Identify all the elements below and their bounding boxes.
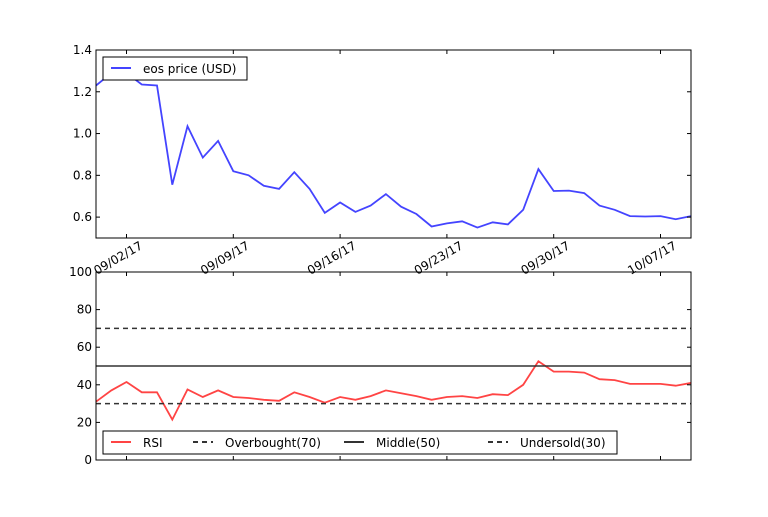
legend-label-undersold: Undersold(30)	[520, 436, 606, 450]
legend-label-middle: Middle(50)	[376, 436, 440, 450]
series-line	[96, 73, 691, 228]
series-line	[96, 361, 691, 419]
y-tick-label: 40	[77, 378, 92, 392]
y-tick-label: 1.0	[73, 127, 92, 141]
y-tick-label: 20	[77, 415, 92, 429]
y-tick-label: 100	[69, 265, 92, 279]
price-legend: eos price (USD)	[103, 57, 247, 80]
y-tick-label: 1.2	[73, 85, 92, 99]
y-tick-label: 0	[84, 453, 92, 467]
y-tick-label: 60	[77, 340, 92, 354]
legend-label-price: eos price (USD)	[143, 62, 236, 76]
y-tick-label: 0.8	[73, 168, 92, 182]
rsi-legend: RSI Overbought(70) Middle(50) Undersold(…	[103, 431, 617, 454]
y-tick-label: 80	[77, 303, 92, 317]
legend-label-overbought: Overbought(70)	[225, 436, 321, 450]
legend-label-rsi: RSI	[143, 436, 163, 450]
y-tick-label: 0.6	[73, 210, 92, 224]
y-tick-label: 1.4	[73, 43, 92, 57]
